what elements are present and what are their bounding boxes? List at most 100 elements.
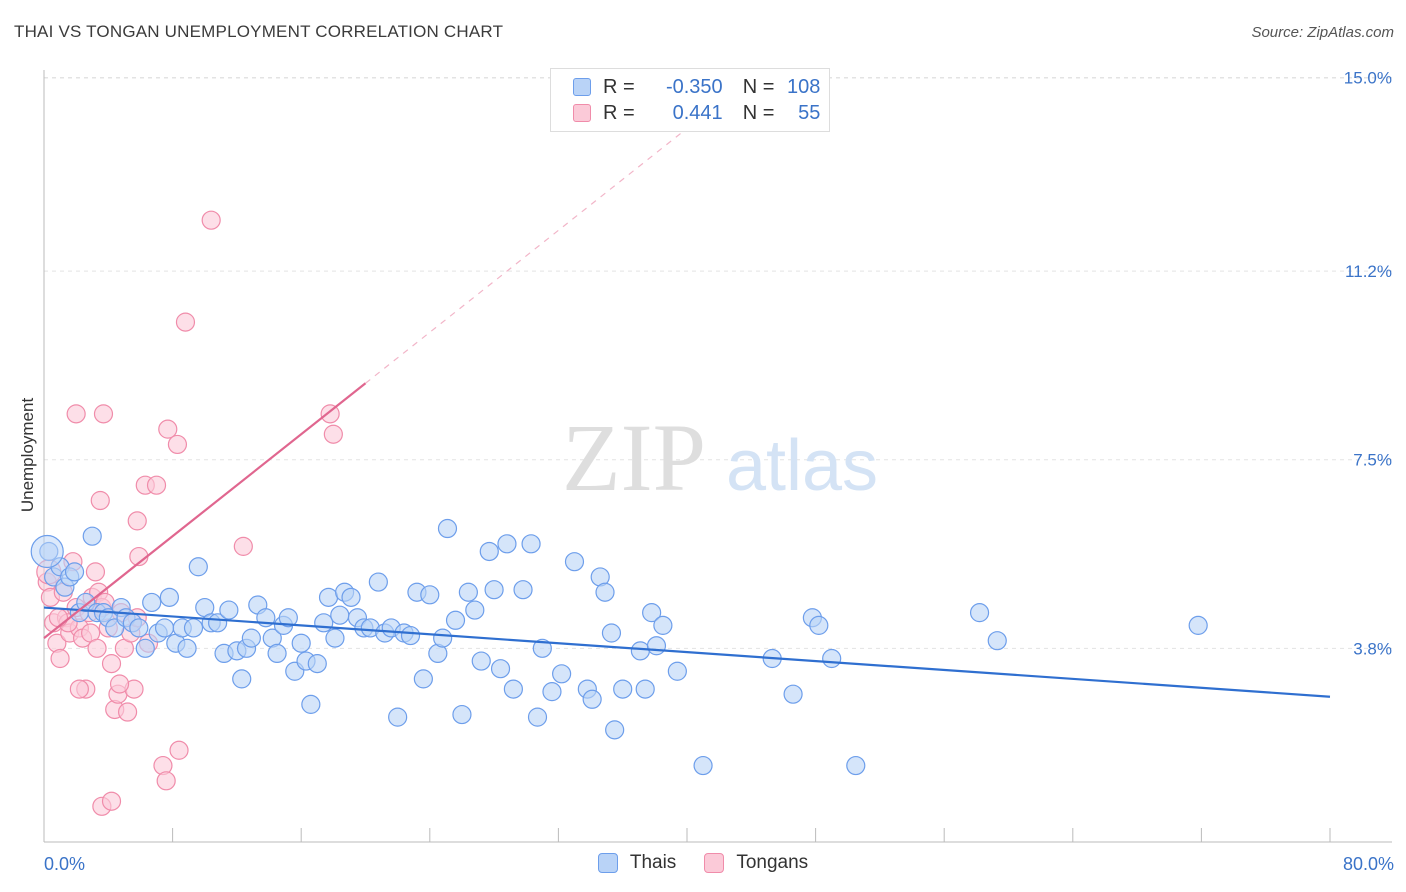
point-thais: [325, 628, 345, 648]
point-thais: [183, 618, 204, 638]
point-thais: [601, 623, 622, 643]
point-thais: [278, 608, 298, 628]
point-thais: [177, 638, 197, 658]
point-thais: [497, 534, 517, 554]
legend-swatch-thais: [573, 78, 591, 96]
watermark-zip: ZIP: [562, 404, 706, 511]
trend-line-thais: [43, 606, 1331, 698]
y-tick-label: 11.2%: [1345, 262, 1392, 281]
legend-row-thais: R = -0.350 N = 108: [573, 75, 820, 99]
point-tongans: [146, 475, 167, 495]
chart-source: Source: ZipAtlas.com: [1251, 24, 1394, 41]
point-thais: [314, 613, 334, 633]
point-thais: [595, 582, 615, 602]
point-thais: [667, 661, 687, 681]
point-thais: [783, 684, 803, 704]
point-thais: [458, 582, 478, 602]
tick-labels: 3.8% 7.5% 11.2% 15.0% 0.0% 80.0%: [44, 68, 1394, 874]
legend-label-tongans: Tongans: [736, 852, 809, 873]
point-thais: [582, 689, 602, 709]
point-thais: [318, 587, 339, 607]
x-tick-label: 0.0%: [44, 854, 85, 874]
legend-item-tongans[interactable]: Tongans: [704, 852, 808, 874]
point-tongans: [127, 511, 147, 531]
point-thais: [452, 704, 472, 725]
point-thais: [368, 572, 388, 592]
point-tongans: [233, 536, 253, 556]
trend-lines: [43, 127, 1331, 698]
point-thais: [64, 562, 85, 582]
point-thais: [503, 679, 523, 699]
point-thais: [642, 603, 662, 623]
point-thais: [605, 720, 625, 740]
legend-r-label: R =: [603, 75, 635, 98]
point-thais: [241, 628, 261, 648]
stats-legend: R = -0.350 N = 108 R = 0.441 N = 55: [550, 68, 830, 132]
trend-extension-tongans: [365, 127, 688, 384]
watermark-atlas: atlas: [726, 426, 878, 506]
point-thais: [521, 534, 541, 554]
point-thais: [653, 615, 673, 635]
legend-item-thais[interactable]: Thais: [597, 852, 677, 874]
point-tongans: [101, 654, 122, 674]
point-tongans: [167, 434, 188, 455]
point-tongans: [320, 404, 340, 424]
point-thais: [1188, 615, 1208, 635]
point-thais: [330, 605, 350, 625]
point-tongans: [169, 740, 189, 760]
point-tongans: [66, 404, 86, 424]
chart-title: THAI VS TONGAN UNEMPLOYMENT CORRELATION …: [14, 22, 504, 41]
point-thais: [479, 541, 499, 562]
point-tongans: [90, 490, 110, 511]
legend-swatch-tongans: [573, 104, 591, 122]
point-thais: [490, 659, 511, 679]
point-thais: [30, 534, 64, 569]
legend-r-value: -0.350: [665, 75, 723, 98]
point-thais: [552, 664, 572, 684]
y-tick-label: 7.5%: [1353, 451, 1392, 470]
point-tongans: [158, 419, 178, 439]
point-thais: [232, 669, 252, 689]
point-tongans: [93, 404, 114, 424]
legend-r-label: R =: [603, 101, 635, 124]
point-tongans: [87, 638, 107, 658]
series-thais: [30, 518, 1208, 776]
point-thais: [142, 592, 162, 613]
point-thais: [822, 648, 842, 669]
point-thais: [635, 679, 655, 699]
point-thais: [532, 638, 552, 658]
legend-swatch-thais: [597, 853, 618, 873]
point-thais: [630, 641, 650, 661]
trend-line-tongans: [43, 382, 367, 639]
point-thais: [465, 600, 485, 620]
point-thais: [413, 669, 433, 689]
point-thais: [291, 633, 311, 653]
point-thais: [219, 600, 239, 620]
x-tick-label: 80.0%: [1343, 854, 1394, 874]
legend-n-label: N =: [742, 101, 775, 124]
y-tick-label: 3.8%: [1353, 639, 1392, 658]
point-thais: [433, 628, 453, 648]
point-tongans: [101, 791, 122, 811]
point-tongans: [117, 702, 138, 722]
legend-label-thais: Thais: [629, 852, 677, 873]
axes: [43, 70, 1392, 843]
point-tongans: [48, 608, 69, 628]
point-thais: [969, 603, 990, 623]
point-tongans: [175, 312, 196, 332]
point-thais: [135, 638, 155, 658]
legend-n-value: 108: [787, 75, 821, 98]
point-thais: [613, 679, 633, 699]
point-thais: [987, 631, 1007, 651]
point-tongans: [85, 562, 106, 582]
point-thais: [307, 654, 327, 674]
series-tongans: [36, 210, 343, 816]
point-thais: [388, 707, 408, 727]
gridlines: [44, 76, 1392, 649]
series-legend: Thais Tongans: [0, 852, 1406, 874]
y-tick-label: 15.0%: [1344, 68, 1392, 87]
point-thais: [159, 587, 179, 607]
point-thais: [646, 636, 667, 656]
point-thais: [420, 585, 440, 605]
